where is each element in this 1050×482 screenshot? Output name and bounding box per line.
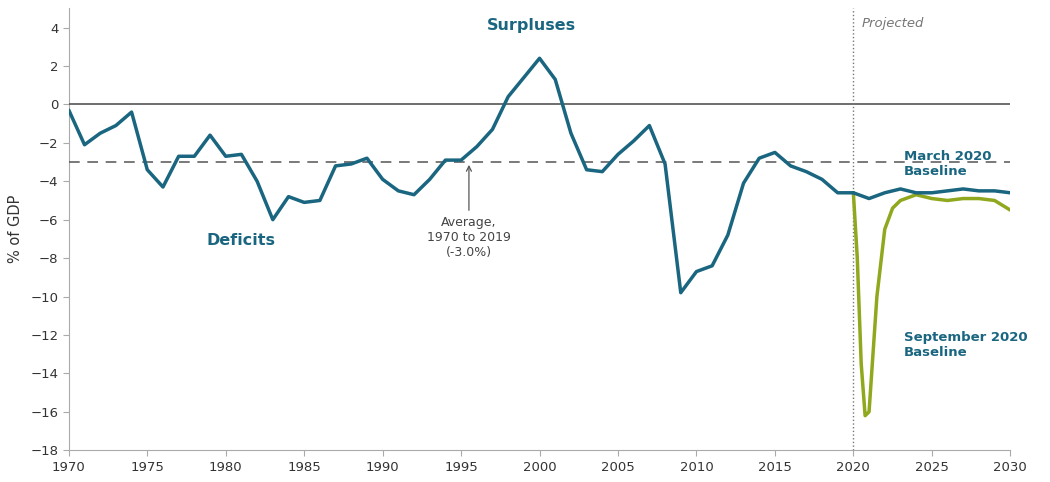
Text: September 2020
Baseline: September 2020 Baseline	[904, 331, 1027, 359]
Text: March 2020
Baseline: March 2020 Baseline	[904, 150, 991, 178]
Text: Projected: Projected	[861, 17, 924, 30]
Text: Deficits: Deficits	[207, 233, 276, 248]
Y-axis label: % of GDP: % of GDP	[8, 195, 23, 264]
Text: Surpluses: Surpluses	[487, 18, 576, 33]
Text: Average,
1970 to 2019
(-3.0%): Average, 1970 to 2019 (-3.0%)	[427, 166, 511, 259]
